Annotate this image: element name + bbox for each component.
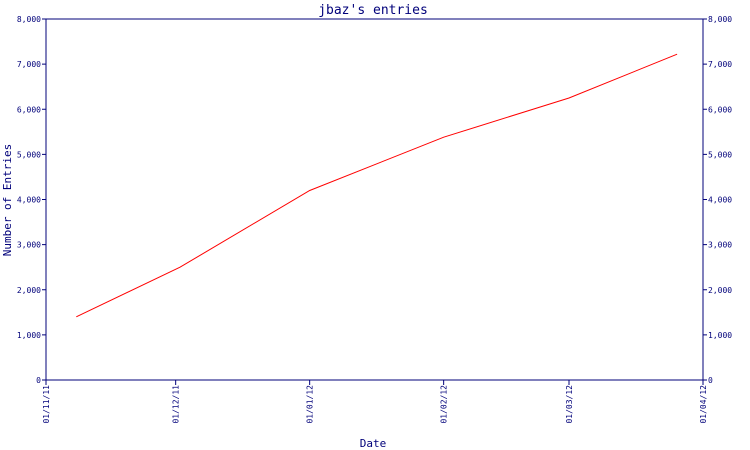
y-axis-title: Number of Entries xyxy=(1,144,14,257)
x-axis-title: Date xyxy=(360,437,387,450)
y-tick-label-right: 0 xyxy=(708,376,713,385)
plot-frame xyxy=(45,18,704,381)
y-tick-label-right: 2,000 xyxy=(708,286,732,295)
y-tick-label-left: 7,000 xyxy=(17,60,41,69)
y-tick-label-left: 6,000 xyxy=(17,105,41,114)
y-tick-label-right: 5,000 xyxy=(708,150,732,159)
chart-title: jbaz's entries xyxy=(318,3,428,18)
y-tick-label-right: 8,000 xyxy=(708,15,732,24)
y-tick-label-left: 3,000 xyxy=(17,241,41,250)
x-tick-label: 01/01/12 xyxy=(306,385,315,424)
x-axis: 01/11/11 01/12/11 01/01/12 01/02/12 01/03/12… xyxy=(42,380,708,424)
y-tick-label-right: 4,000 xyxy=(708,196,732,205)
x-tick-label: 01/12/11 xyxy=(172,385,181,424)
y-tick-label-left: 1,000 xyxy=(17,331,41,340)
x-tick-label: 01/03/12 xyxy=(565,385,574,424)
x-tick-label: 01/02/12 xyxy=(440,385,449,424)
y-tick-label-left: 8,000 xyxy=(17,15,41,24)
y-tick-label-left: 0 xyxy=(36,376,41,385)
series-line-0 xyxy=(76,53,678,318)
y-tick-label-right: 1,000 xyxy=(708,331,732,340)
y-tick-label-left: 4,000 xyxy=(17,196,41,205)
y-tick-label-left: 2,000 xyxy=(17,286,41,295)
y-tick-label-right: 7,000 xyxy=(708,60,732,69)
series-group xyxy=(76,53,678,318)
y-tick-label-right: 3,000 xyxy=(708,241,732,250)
y-axis-left: 0 1,000 2,000 3,000 4,000 5,000 6,000 7,000 8,00… xyxy=(17,15,46,385)
x-tick-label: 01/11/11 xyxy=(42,385,51,424)
y-tick-label-right: 6,000 xyxy=(708,105,732,114)
y-tick-label-left: 5,000 xyxy=(17,150,41,159)
x-tick-label: 01/04/12 xyxy=(699,385,708,424)
y-axis-right: 0 1,000 2,000 3,000 4,000 5,000 6,000 7,000 8,00… xyxy=(703,15,732,385)
